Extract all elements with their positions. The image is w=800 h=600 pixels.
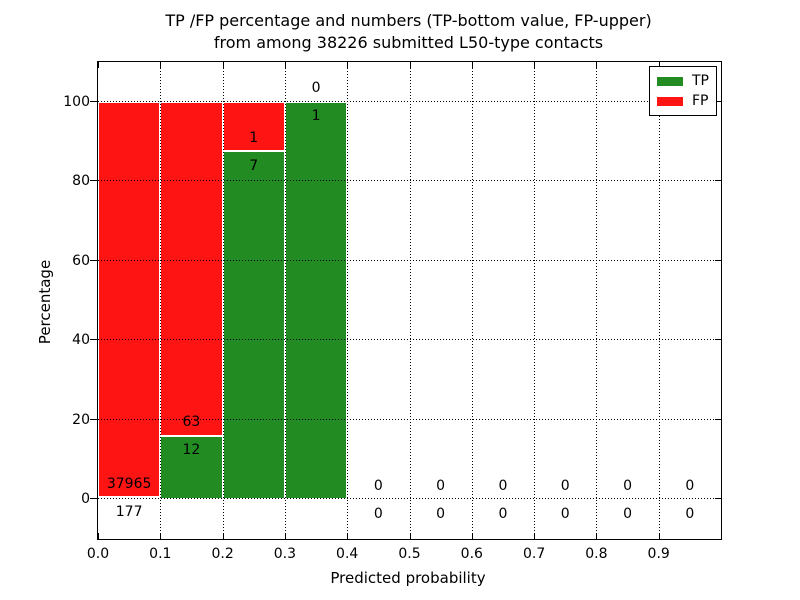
x-gridline: [160, 62, 162, 539]
legend-entry-fp: FP: [657, 91, 716, 111]
tp-bar-segment: [284, 101, 348, 500]
y-tick-label: 60: [72, 252, 90, 269]
tp-count-label: 1: [311, 108, 321, 125]
x-gridline: [471, 62, 473, 539]
x-tick-mark-bottom: [222, 533, 224, 539]
x-tick-mark-top: [160, 62, 162, 68]
y-tick-mark-right: [715, 418, 721, 420]
x-tick-label: 0.9: [647, 546, 670, 562]
legend-label-tp: TP: [692, 73, 709, 89]
chart-title: TP /FP percentage and numbers (TP-bottom…: [97, 10, 720, 54]
tp-bar-segment: [160, 435, 223, 500]
x-tick-label: 0.3: [273, 546, 297, 562]
y-axis-label: Percentage: [36, 259, 54, 345]
x-gridline: [347, 62, 349, 539]
y-tick-mark-right: [715, 339, 721, 341]
tp-count-label: 0: [623, 505, 633, 522]
x-tick-mark-top: [471, 62, 473, 68]
x-tick-label: 0.0: [86, 546, 110, 562]
y-tick-mark-left: [90, 259, 97, 261]
y-tick-mark-right: [715, 180, 721, 182]
fp-count-label: 0: [560, 477, 570, 494]
fp-count-label: 0: [498, 477, 508, 494]
fp-bar-segment: [98, 101, 161, 498]
y-tick-mark-left: [90, 498, 97, 500]
x-gridline: [658, 62, 660, 539]
x-tick-label: 0.8: [585, 546, 608, 562]
tp-count-label: 0: [685, 505, 695, 522]
x-tick-label: 0.5: [398, 546, 421, 562]
fp-count-label: 1: [249, 129, 259, 146]
x-tick-mark-top: [347, 62, 349, 68]
fp-bar-segment: [160, 101, 223, 436]
x-tick-mark-top: [596, 62, 598, 68]
x-gridline: [534, 62, 536, 539]
y-tick-label: 40: [72, 332, 90, 349]
fp-count-label: 0: [436, 477, 446, 494]
x-tick-label: 0.6: [460, 546, 483, 562]
x-tick-mark-top: [284, 62, 286, 68]
tp-count-label: 0: [498, 505, 508, 522]
tp-bar-segment: [222, 151, 285, 500]
y-tick-mark-left: [90, 339, 97, 341]
legend-label-fp: FP: [692, 93, 709, 109]
fp-count-label: 37965: [106, 475, 152, 492]
x-tick-mark-top: [409, 62, 411, 68]
x-gridline: [222, 62, 224, 539]
y-tick-mark-left: [90, 180, 97, 182]
tp-count-label: 0: [436, 505, 446, 522]
x-tick-mark-bottom: [658, 533, 660, 539]
fp-count-label: 0: [623, 477, 633, 494]
y-tick-label: 0: [81, 491, 90, 508]
x-gridline: [284, 62, 286, 539]
x-tick-mark-top: [658, 62, 660, 68]
legend-entry-tp: TP: [657, 71, 716, 91]
tp-count-label: 0: [560, 505, 570, 522]
x-axis-label: Predicted probability: [330, 569, 486, 587]
y-tick-label: 100: [63, 93, 90, 110]
tp-count-label: 12: [182, 441, 201, 458]
chart-title-line1: TP /FP percentage and numbers (TP-bottom…: [165, 11, 652, 30]
x-tick-label: 0.1: [149, 546, 172, 562]
legend: TP FP: [649, 66, 717, 116]
x-tick-mark-bottom: [534, 533, 536, 539]
legend-swatch-tp: [657, 76, 683, 86]
fp-count-label: 0: [311, 80, 321, 97]
x-tick-mark-bottom: [98, 533, 99, 539]
x-tick-mark-bottom: [160, 533, 162, 539]
fp-count-label: 0: [685, 477, 695, 494]
x-tick-mark-bottom: [596, 533, 598, 539]
x-tick-mark-top: [222, 62, 224, 68]
x-gridline: [409, 62, 411, 539]
tp-count-label: 177: [115, 503, 143, 520]
x-tick-mark-bottom: [409, 533, 411, 539]
x-tick-label: 0.2: [211, 546, 234, 562]
y-tick-label: 20: [72, 411, 90, 428]
x-tick-label: 0.7: [522, 546, 546, 562]
chart-title-line2: from among 38226 submitted L50-type cont…: [213, 33, 604, 52]
y-tick-mark-right: [715, 100, 721, 102]
fp-count-label: 63: [182, 414, 201, 431]
x-tick-mark-top: [98, 62, 99, 68]
tp-count-label: 0: [373, 505, 383, 522]
y-tick-mark-right: [715, 498, 721, 500]
tp-count-label: 7: [249, 157, 259, 174]
x-tick-label: 0.4: [336, 546, 359, 562]
legend-swatch-fp: [657, 96, 683, 106]
x-tick-mark-bottom: [471, 533, 473, 539]
x-tick-mark-bottom: [284, 533, 286, 539]
plot-area: TP FP 0 20 40 60 80 100 0.0 0.1 0.2 0.3 0.4 0.5 0.6 0.…: [63, 61, 722, 561]
x-gridline: [596, 62, 598, 539]
y-tick-mark-left: [90, 418, 97, 420]
y-tick-mark-right: [715, 259, 721, 261]
x-tick-mark-bottom: [347, 533, 349, 539]
x-tick-mark-top: [534, 62, 536, 68]
y-tick-label: 80: [72, 173, 90, 190]
fp-count-label: 0: [373, 477, 383, 494]
y-tick-mark-left: [90, 100, 97, 102]
